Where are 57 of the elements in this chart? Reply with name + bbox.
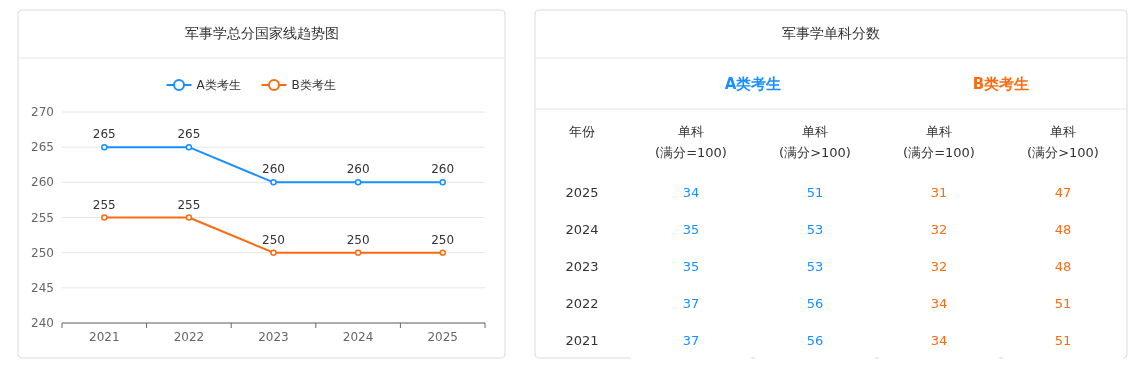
data-label: 53 bbox=[806, 222, 824, 237]
legend-label: A类考生 bbox=[196, 78, 241, 92]
y-axis-title: 年份 bbox=[569, 124, 595, 139]
data-label: 255 bbox=[92, 197, 116, 212]
x-tick-label: 单科(满分=100) bbox=[903, 124, 975, 160]
y-tick-label: 245 bbox=[31, 280, 54, 295]
data-label: 255 bbox=[177, 197, 201, 212]
x-tick-label: 2023 bbox=[258, 330, 289, 344]
y-tick-label: 2022 bbox=[565, 296, 599, 311]
text: A类考生 bbox=[724, 75, 782, 93]
data-label: 31 bbox=[930, 185, 948, 200]
x-tick-label: 单科(满分>100) bbox=[1027, 124, 1099, 160]
data-label: 265 bbox=[92, 127, 116, 142]
data-label: 34 bbox=[930, 333, 948, 348]
data-label: 48 bbox=[1054, 259, 1072, 274]
data-label: 53 bbox=[806, 259, 824, 274]
text: B类考生 bbox=[972, 75, 1030, 93]
data-label: 34 bbox=[682, 185, 700, 200]
chart-title: 军事学单科分数 bbox=[782, 25, 880, 41]
data-label: 34 bbox=[930, 296, 948, 311]
chart-title: 军事学总分国家线趋势图 bbox=[184, 25, 339, 41]
data-label: 47 bbox=[1054, 185, 1072, 200]
x-tick-label: 2021 bbox=[89, 330, 120, 344]
data-label: 51 bbox=[1054, 333, 1072, 348]
y-tick-label: 2025 bbox=[565, 185, 599, 200]
data-label: 260 bbox=[346, 162, 370, 177]
y-tick-label: 2024 bbox=[565, 222, 599, 237]
data-label: 250 bbox=[431, 232, 455, 247]
data-label: 35 bbox=[682, 259, 700, 274]
y-tick-label: 270 bbox=[31, 105, 54, 119]
x-tick-label: 单科(满分>100) bbox=[779, 124, 851, 160]
x-tick-label: 2024 bbox=[342, 330, 374, 344]
data-label: 265 bbox=[177, 127, 201, 142]
data-label: 260 bbox=[262, 162, 285, 177]
legend-label: B类考生 bbox=[291, 78, 336, 92]
data-label: 56 bbox=[806, 296, 824, 311]
x-tick-label: 2025 bbox=[427, 330, 458, 344]
data-label: 48 bbox=[1054, 222, 1072, 237]
data-label: 35 bbox=[682, 222, 700, 237]
data-label: 51 bbox=[1054, 296, 1072, 311]
data-label: 32 bbox=[930, 259, 948, 274]
data-label: 32 bbox=[930, 222, 948, 237]
y-tick-label: 255 bbox=[31, 210, 54, 225]
y-tick-label: 2023 bbox=[565, 259, 599, 274]
data-label: 51 bbox=[806, 185, 824, 200]
y-tick-label: 265 bbox=[31, 140, 54, 155]
x-tick-label: 单科(满分=100) bbox=[655, 124, 727, 160]
data-label: 250 bbox=[346, 232, 370, 247]
y-tick-label: 260 bbox=[31, 175, 54, 190]
data-label: 260 bbox=[431, 162, 455, 177]
data-label: 37 bbox=[682, 296, 700, 311]
y-tick-label: 250 bbox=[31, 245, 54, 260]
y-tick-label: 240 bbox=[31, 316, 54, 330]
data-label: 250 bbox=[262, 232, 285, 247]
x-tick-label: 2022 bbox=[173, 330, 205, 344]
data-label: 37 bbox=[682, 333, 700, 348]
data-label: 56 bbox=[806, 333, 824, 348]
